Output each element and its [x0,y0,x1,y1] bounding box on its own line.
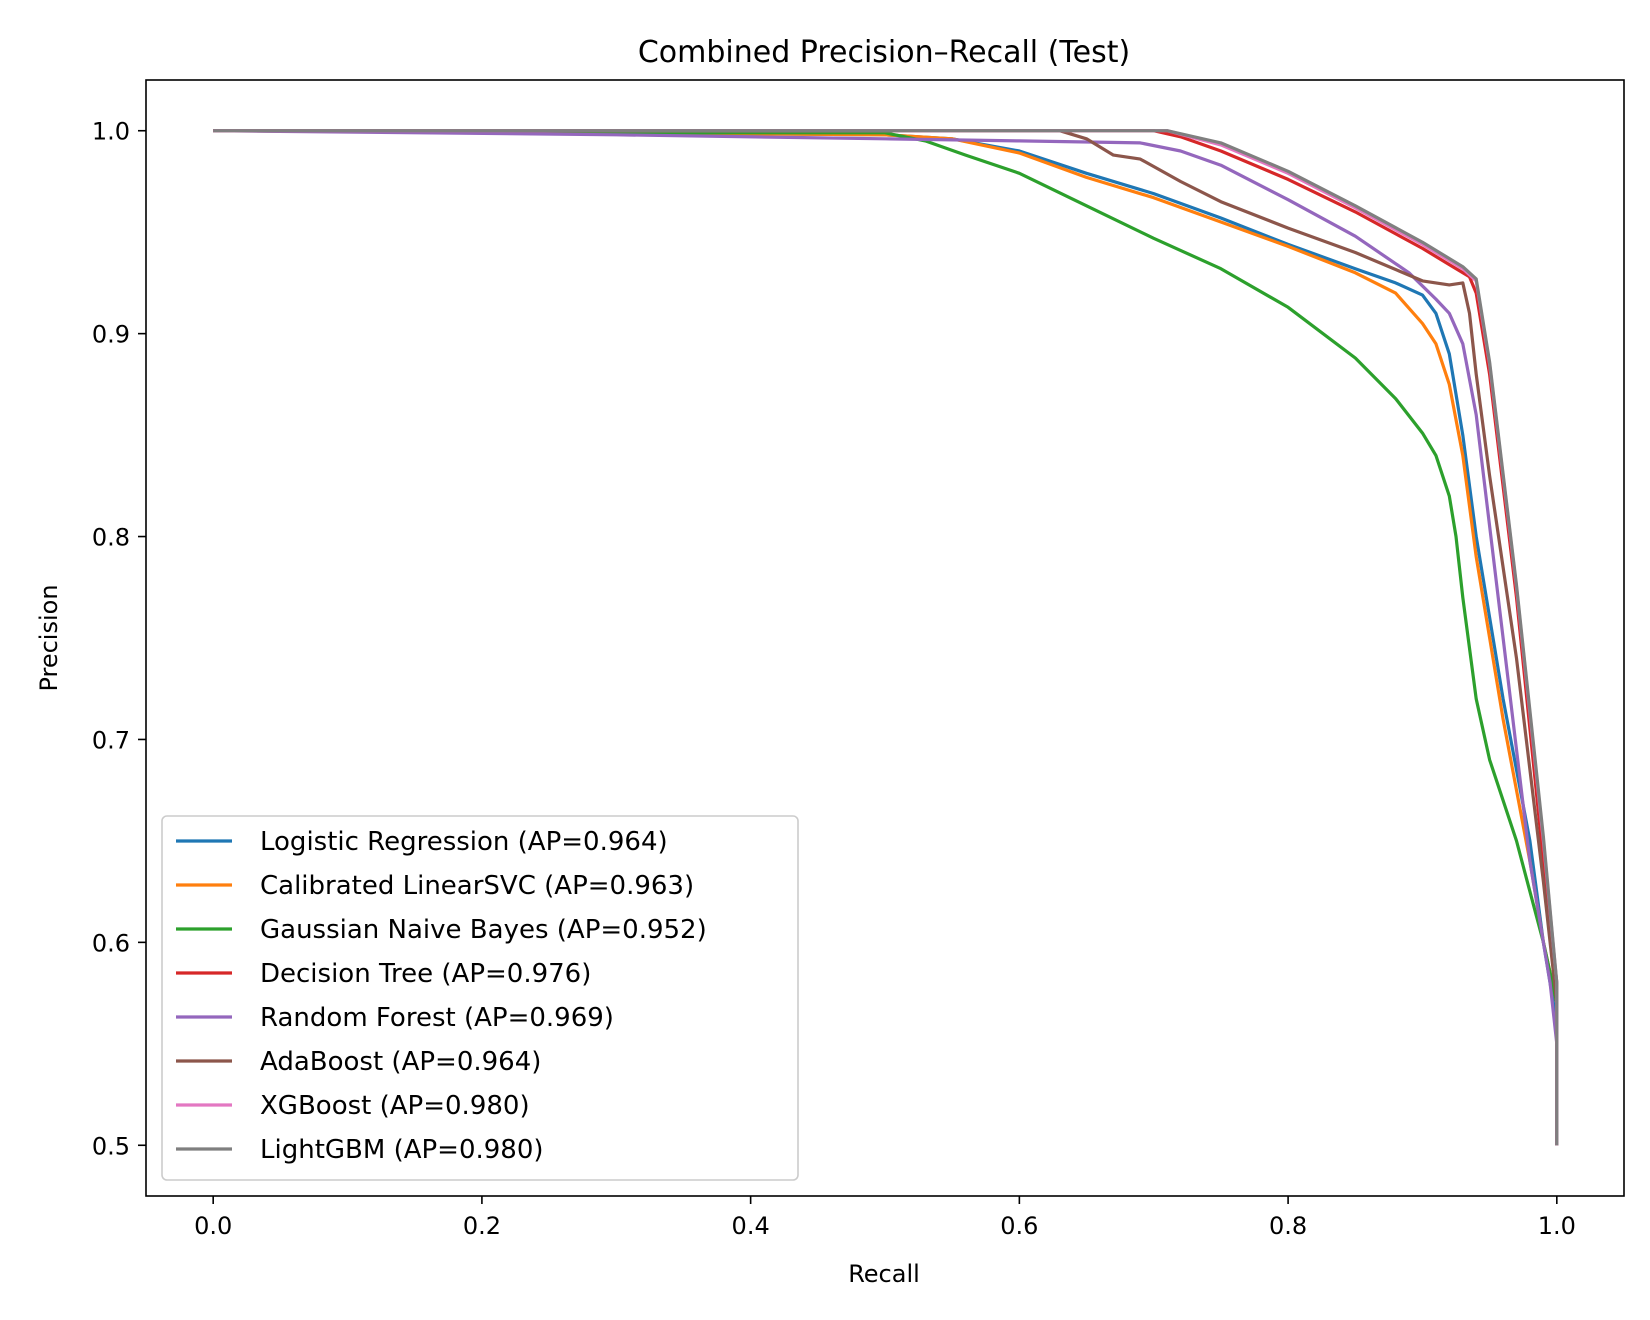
x-tick-label: 0.0 [194,1212,232,1240]
legend-box [161,815,799,1181]
y-axis: 0.5 0.6 0.7 0.8 0.9 1.0 [92,118,146,1160]
y-tick-label: 0.7 [92,726,130,754]
series-line-8 [213,129,1559,1146]
x-tick-label: 0.2 [463,1212,501,1240]
legend-label-5: Random Forest (AP=0.969) [260,1003,614,1033]
legend-label-1: Logistic Regression (AP=0.964) [260,827,668,857]
legend-label-3: Gaussian Naive Bayes (AP=0.952) [260,915,707,945]
y-tick-label: 1.0 [92,118,130,146]
y-tick-label: 0.5 [92,1132,130,1160]
y-tick-label: 0.6 [92,929,130,957]
series-line-6 [213,129,1559,1146]
y-tick-label: 0.9 [92,321,130,349]
x-axis: 0.0 0.2 0.4 0.6 0.8 1.0 [194,1196,1576,1240]
series-line-5 [213,129,1559,1146]
series-line-3 [213,129,1559,1146]
legend-label-7: XGBoost (AP=0.980) [260,1091,530,1121]
plot-frame [145,79,1625,1197]
series-line-2 [213,129,1559,1146]
x-tick-label: 0.8 [1269,1212,1307,1240]
plot-area [213,129,1559,1146]
x-tick-label: 0.4 [732,1212,770,1240]
y-tick-label: 0.8 [92,524,130,552]
x-tick-label: 1.0 [1538,1212,1576,1240]
legend-label-2: Calibrated LinearSVC (AP=0.963) [260,871,694,901]
legend-label-4: Decision Tree (AP=0.976) [260,959,591,989]
y-axis-label: Precision [35,584,63,691]
series-line-4 [213,129,1559,1146]
legend-label-6: AdaBoost (AP=0.964) [260,1047,541,1077]
legend-label-8: LightGBM (AP=0.980) [260,1135,544,1165]
legend: Logistic Regression (AP=0.964) Calibrated… [161,815,799,1181]
x-axis-label: Recall [848,1260,920,1288]
x-tick-label: 0.6 [1000,1212,1038,1240]
chart-title: Combined Precision–Recall (Test) [638,35,1130,70]
